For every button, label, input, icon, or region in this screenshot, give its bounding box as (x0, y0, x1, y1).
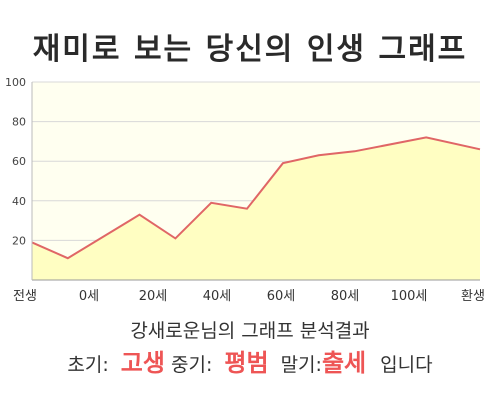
y-tick-label: 20 (12, 234, 26, 247)
x-tick-label: 100세 (391, 289, 428, 304)
life-area-fill (32, 137, 480, 280)
stage-ending: 입니다 (380, 354, 433, 376)
early-stage-label: 초기: (67, 354, 109, 376)
x-tick-label: 60세 (267, 289, 296, 304)
y-tick-labels: 20 40 60 80 100 (5, 76, 26, 247)
x-tick-label: 환생 (461, 289, 485, 304)
mid-stage-value: 평범 (224, 349, 269, 377)
x-tick-label: 80세 (331, 289, 360, 304)
x-tick-labels: 전생 0세 20세 40세 60세 80세 100세 환생 (13, 289, 485, 304)
life-graph-chart: 20 40 60 80 100 전생 0세 20세 40세 60세 80세 100세 환생 (5, 76, 485, 304)
x-tick-label: 20세 (139, 289, 168, 304)
y-tick-label: 60 (12, 155, 26, 168)
late-stage-label: 말기: (280, 354, 322, 376)
y-tick-label: 40 (12, 195, 26, 208)
x-tick-label: 0세 (79, 289, 99, 304)
life-stages: 초기: 고생 중기: 평범 말기:출세 입니다 (0, 348, 500, 380)
mid-stage-label: 중기: (171, 354, 213, 376)
x-tick-label: 전생 (13, 289, 37, 304)
early-stage-value: 고생 (120, 349, 165, 377)
x-tick-label: 40세 (203, 289, 232, 304)
life-line (31, 136, 481, 260)
analysis-summary: 강새로운님의 그래프 분석결과 (130, 320, 370, 342)
late-stage-value: 출세 (321, 349, 367, 377)
page-title: 재미로 보는 당신의 인생 그래프 (32, 32, 468, 67)
y-tick-label: 80 (12, 116, 26, 129)
y-tick-label: 100 (5, 76, 26, 89)
